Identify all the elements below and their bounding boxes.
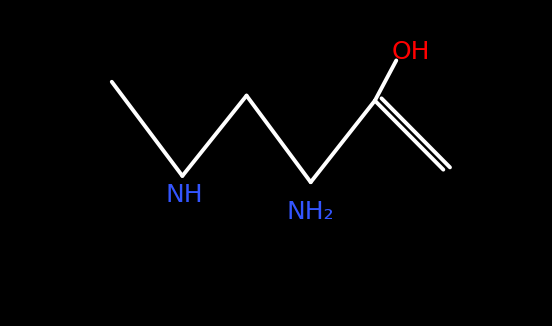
Text: OH: OH (392, 40, 431, 64)
Text: O: O (455, 151, 475, 175)
Text: NH₂: NH₂ (287, 200, 335, 224)
Text: NH: NH (166, 183, 203, 207)
